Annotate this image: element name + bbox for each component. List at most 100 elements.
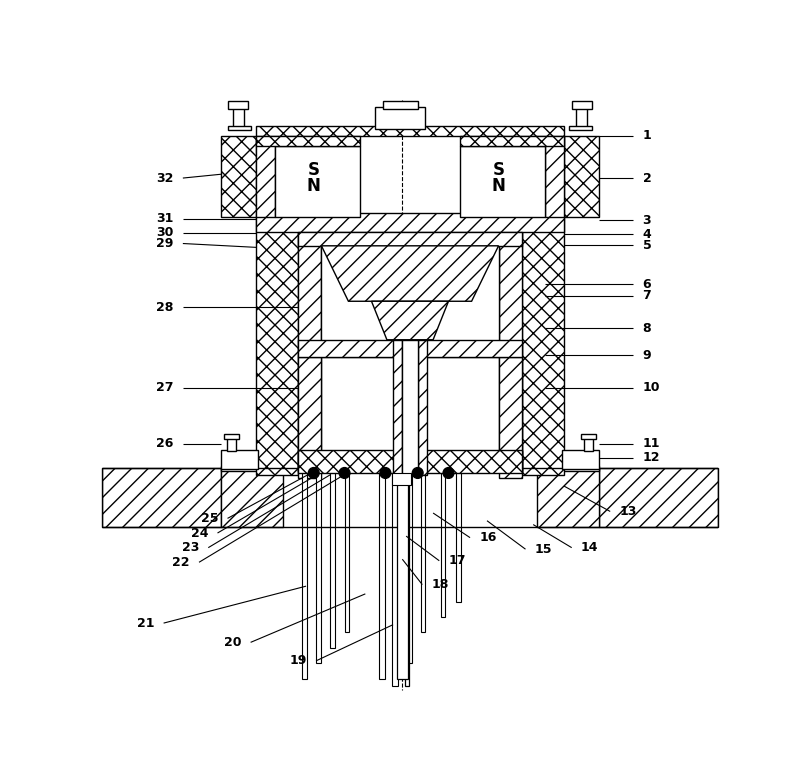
Circle shape: [339, 468, 350, 478]
Circle shape: [443, 468, 454, 478]
Text: 7: 7: [642, 289, 651, 303]
Bar: [322, 356, 498, 471]
Bar: [322, 356, 406, 471]
Bar: [256, 212, 298, 475]
Bar: [391, 471, 398, 686]
Bar: [564, 135, 598, 216]
Bar: [256, 135, 360, 145]
Polygon shape: [371, 301, 449, 340]
Bar: [584, 437, 594, 451]
Bar: [256, 135, 275, 216]
Bar: [402, 340, 418, 475]
Bar: [375, 107, 426, 129]
Polygon shape: [322, 246, 498, 301]
Text: 5: 5: [642, 239, 651, 251]
Text: N: N: [492, 177, 506, 194]
Circle shape: [308, 468, 319, 478]
Bar: [298, 450, 522, 473]
Bar: [460, 135, 564, 145]
Text: 6: 6: [642, 278, 651, 291]
Bar: [298, 356, 322, 471]
Bar: [522, 212, 564, 475]
Text: 32: 32: [156, 172, 174, 184]
Bar: [576, 107, 587, 128]
Bar: [441, 471, 446, 617]
Bar: [581, 434, 596, 439]
Text: 31: 31: [156, 212, 174, 226]
Bar: [222, 135, 256, 216]
Bar: [498, 356, 522, 471]
Text: 30: 30: [156, 226, 174, 239]
Text: 24: 24: [190, 527, 208, 539]
Bar: [562, 450, 598, 469]
Text: 1: 1: [642, 129, 651, 142]
Bar: [407, 471, 411, 663]
Bar: [256, 212, 564, 232]
Bar: [537, 468, 598, 527]
Text: 27: 27: [156, 381, 174, 394]
Bar: [572, 101, 592, 109]
Bar: [222, 466, 598, 471]
Bar: [393, 340, 402, 475]
Bar: [383, 101, 418, 109]
Bar: [345, 471, 349, 633]
Text: 2: 2: [642, 172, 651, 184]
Circle shape: [412, 468, 423, 478]
Bar: [102, 468, 222, 527]
Text: S: S: [308, 161, 320, 180]
Bar: [498, 212, 522, 478]
Text: 12: 12: [642, 451, 660, 464]
Bar: [316, 471, 321, 663]
Bar: [222, 450, 258, 469]
Bar: [414, 356, 498, 471]
Text: 23: 23: [182, 541, 199, 554]
Bar: [379, 471, 386, 678]
Text: N: N: [307, 177, 321, 194]
Bar: [330, 471, 334, 648]
Text: S: S: [493, 161, 505, 180]
Bar: [418, 340, 427, 475]
Text: 8: 8: [642, 322, 651, 335]
Bar: [322, 246, 498, 375]
Bar: [545, 135, 564, 216]
Text: 14: 14: [581, 541, 598, 554]
Bar: [598, 468, 718, 527]
Bar: [222, 468, 283, 527]
Text: 3: 3: [642, 214, 651, 227]
Text: 22: 22: [172, 555, 190, 569]
Bar: [298, 340, 522, 356]
Text: 11: 11: [642, 437, 660, 450]
Bar: [224, 434, 239, 439]
Bar: [233, 107, 244, 128]
Bar: [398, 471, 405, 509]
Bar: [226, 437, 236, 451]
Bar: [460, 145, 545, 216]
Text: 9: 9: [642, 349, 651, 362]
Bar: [298, 212, 322, 478]
Bar: [298, 451, 522, 471]
Text: 16: 16: [479, 531, 497, 544]
Bar: [227, 126, 250, 130]
Bar: [391, 473, 410, 485]
Bar: [302, 471, 307, 678]
Bar: [397, 471, 408, 678]
Text: 18: 18: [431, 578, 449, 591]
Bar: [275, 145, 360, 216]
Text: 17: 17: [449, 554, 466, 567]
Bar: [256, 126, 564, 135]
Text: 26: 26: [156, 437, 174, 450]
Bar: [570, 126, 593, 130]
Text: 20: 20: [224, 636, 242, 649]
Bar: [298, 232, 522, 246]
Text: 29: 29: [156, 237, 174, 250]
Text: 21: 21: [137, 617, 154, 629]
Bar: [456, 471, 461, 601]
Circle shape: [380, 468, 390, 478]
Text: 25: 25: [201, 512, 218, 525]
Text: 28: 28: [156, 301, 174, 314]
Text: 19: 19: [290, 654, 307, 668]
Bar: [405, 471, 410, 686]
Text: 13: 13: [619, 505, 637, 518]
Bar: [228, 101, 248, 109]
Text: 10: 10: [642, 381, 660, 394]
